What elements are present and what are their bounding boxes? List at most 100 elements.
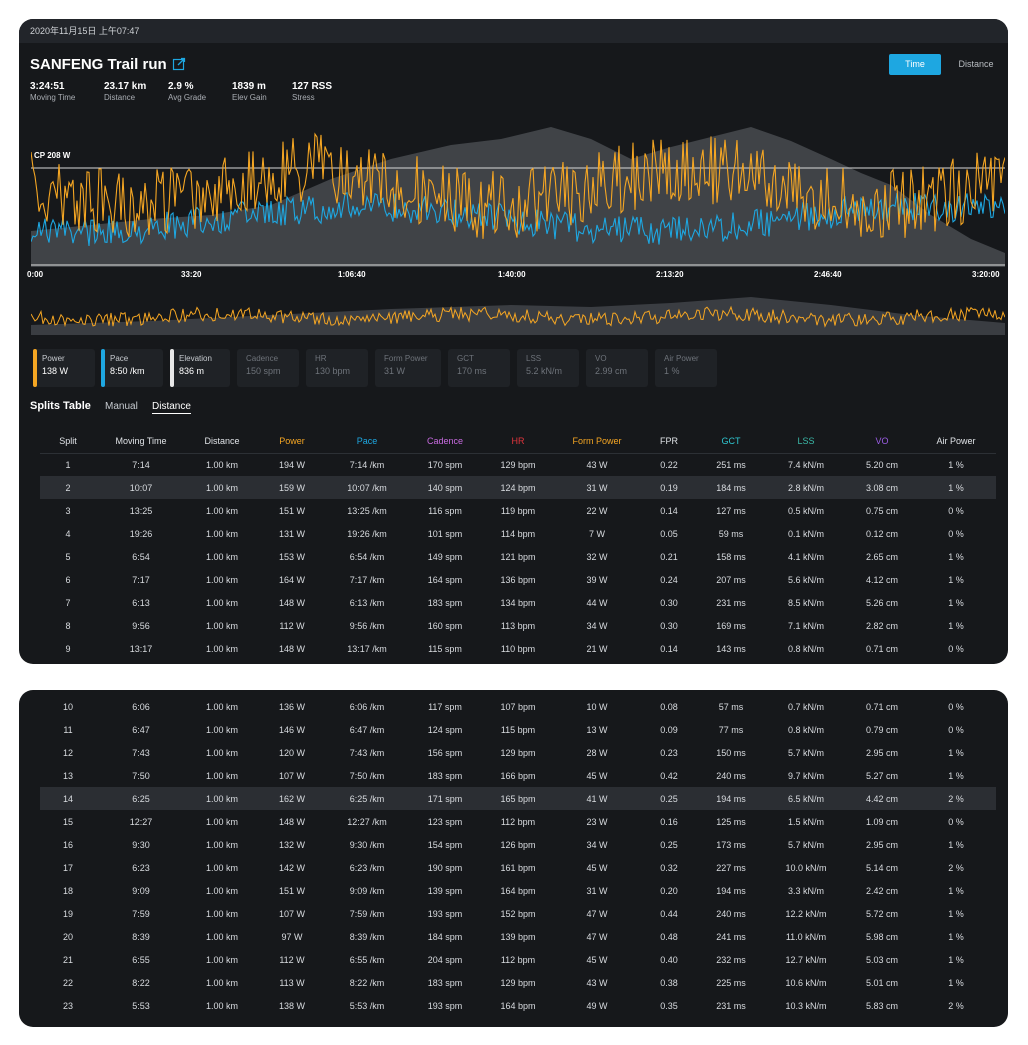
table-cell: 1.00 km	[205, 459, 238, 470]
table-cell: 1.09 cm	[865, 816, 898, 827]
table-row[interactable]: 9 13:17 1.00 km 148 W 13:17 /km 115 spm 110 bp…	[40, 637, 996, 660]
column-header-fpr[interactable]: FPR	[640, 429, 698, 454]
table-row[interactable]: 12 7:43 1.00 km 120 W 7:43 /km 156 spm 129 bpm…	[40, 741, 996, 764]
table-row[interactable]: 5 6:54 1.00 km 153 W 6:54 /km 149 spm 121 bpm 3…	[40, 545, 996, 568]
table-cell: 45 W	[586, 954, 608, 965]
table-cell: 2.8 kN/m	[764, 476, 848, 499]
table-cell: 19:26	[129, 528, 153, 539]
metric-card-form-power[interactable]: Form Power 31 W	[375, 349, 441, 387]
table-cell: 9:56	[132, 620, 150, 631]
activity-main-chart[interactable]	[31, 119, 1005, 267]
table-cell: 8:39 /km	[349, 931, 385, 942]
table-cell: 20	[62, 931, 73, 942]
table-cell: 0 %	[948, 724, 964, 735]
column-header-hr[interactable]: HR	[482, 429, 554, 454]
time-toggle-button[interactable]: Time	[889, 54, 941, 75]
table-cell: 1.00 km	[205, 747, 238, 758]
tab-manual[interactable]: Manual	[105, 401, 138, 412]
table-cell: 5.72 cm	[865, 908, 898, 919]
table-row[interactable]: 17 6:23 1.00 km 142 W 6:23 /km 190 spm 161 bpm…	[40, 856, 996, 879]
table-cell: 28 W	[586, 747, 608, 758]
table-row[interactable]: 4 19:26 1.00 km 131 W 19:26 /km 101 spm 114 bp…	[40, 522, 996, 545]
table-row[interactable]: 14 6:25 1.00 km 162 W 6:25 /km 171 spm 165 bpm…	[40, 787, 996, 810]
table-row[interactable]: 2 10:07 1.00 km 159 W 10:07 /km 140 spm 124 bp…	[40, 476, 996, 499]
column-header-distance[interactable]: Distance	[186, 429, 258, 454]
column-header-moving-time[interactable]: Moving Time	[96, 429, 186, 454]
column-header-lss[interactable]: LSS	[764, 429, 848, 454]
edit-icon[interactable]	[172, 57, 186, 71]
table-cell: 151 W	[278, 505, 305, 516]
table-cell: 0 %	[948, 528, 964, 539]
table-cell: 0.14	[660, 505, 678, 516]
table-row[interactable]: 1 7:14 1.00 km 194 W 7:14 /km 170 spm 129 bpm 4…	[40, 453, 996, 476]
activity-datetime: 2020年11月15日 上午07:47	[30, 26, 140, 36]
metric-card-lss[interactable]: LSS 5.2 kN/m	[517, 349, 579, 387]
table-cell: 19:26 /km	[347, 528, 387, 539]
table-row[interactable]: 16 9:30 1.00 km 132 W 9:30 /km 154 spm 126 bpm…	[40, 833, 996, 856]
table-cell: 12	[62, 747, 73, 758]
table-cell: 7:14 /km	[349, 459, 385, 470]
overview-mini-chart[interactable]	[31, 287, 1005, 335]
table-cell: 112 bpm	[500, 954, 536, 965]
table-row[interactable]: 22 8:22 1.00 km 113 W 8:22 /km 183 spm 129 bpm…	[40, 971, 996, 994]
table-cell: 16	[62, 839, 73, 850]
table-cell: 4.1 kN/m	[787, 551, 824, 562]
column-header-power[interactable]: Power	[258, 429, 326, 454]
table-cell: 150 ms	[716, 747, 746, 758]
column-header-vo[interactable]: VO	[848, 429, 916, 454]
table-cell: 1.00 km	[186, 787, 258, 810]
table-cell: 1 %	[948, 977, 964, 988]
table-row[interactable]: 6 7:17 1.00 km 164 W 7:17 /km 164 spm 136 bpm 3…	[40, 568, 996, 591]
column-header-air-power[interactable]: Air Power	[916, 429, 996, 454]
table-row[interactable]: 21 6:55 1.00 km 112 W 6:55 /km 204 spm 112 bpm…	[40, 948, 996, 971]
metric-card-vo[interactable]: VO 2.99 cm	[586, 349, 648, 387]
metric-card-air-power[interactable]: Air Power 1 %	[655, 349, 717, 387]
table-row[interactable]: 7 6:13 1.00 km 148 W 6:13 /km 183 spm 134 bpm 4…	[40, 591, 996, 614]
table-cell: 115 spm	[428, 643, 462, 654]
metric-card-hr[interactable]: HR 130 bpm	[306, 349, 368, 387]
table-cell: 156 spm	[427, 747, 463, 758]
table-cell: 5.03 cm	[865, 954, 898, 965]
table-cell: 0.19	[640, 476, 698, 499]
table-cell: 231 ms	[716, 1000, 746, 1011]
table-cell: 7.1 kN/m	[787, 620, 824, 631]
table-cell: 0.09	[660, 724, 678, 735]
tab-distance[interactable]: Distance	[152, 401, 191, 414]
table-cell: 101 spm	[427, 528, 463, 539]
table-cell: 0.25	[660, 839, 678, 850]
table-row[interactable]: 3 13:25 1.00 km 151 W 13:25 /km 116 spm 119 bp…	[40, 499, 996, 522]
table-cell: 13:25 /km	[347, 505, 387, 516]
metric-card-gct[interactable]: GCT 170 ms	[448, 349, 510, 387]
metric-card-pace[interactable]: Pace 8:50 /km	[101, 349, 163, 387]
table-row[interactable]: 15 12:27 1.00 km 148 W 12:27 /km 123 spm 112 b…	[40, 810, 996, 833]
table-cell: 107 W	[278, 770, 305, 781]
column-header-form-power[interactable]: Form Power	[554, 429, 640, 454]
column-header-gct[interactable]: GCT	[698, 429, 764, 454]
table-cell: 164 bpm	[500, 885, 536, 896]
table-row[interactable]: 19 7:59 1.00 km 107 W 7:59 /km 193 spm 152 bpm…	[40, 902, 996, 925]
table-row[interactable]: 20 8:39 1.00 km 97 W 8:39 /km 184 spm 139 bpm 4…	[40, 925, 996, 948]
metric-card-power[interactable]: Power 138 W	[33, 349, 95, 387]
column-header-pace[interactable]: Pace	[326, 429, 408, 454]
table-row[interactable]: 11 6:47 1.00 km 146 W 6:47 /km 124 spm 115 bpm…	[40, 718, 996, 741]
metric-card-cadence[interactable]: Cadence 150 spm	[237, 349, 299, 387]
table-cell: 127 ms	[716, 505, 746, 516]
table-cell: 165 bpm	[482, 787, 554, 810]
distance-toggle-button[interactable]: Distance	[958, 59, 994, 69]
column-header-cadence[interactable]: Cadence	[408, 429, 482, 454]
splits-table-continued: 10 6:06 1.00 km 136 W 6:06 /km 117 spm 107 bpm…	[40, 695, 996, 1017]
column-header-split[interactable]: Split	[40, 429, 96, 454]
table-row[interactable]: 13 7:50 1.00 km 107 W 7:50 /km 183 spm 166 bpm…	[40, 764, 996, 787]
table-cell: 0.05	[660, 528, 678, 539]
table-cell: 173 ms	[716, 839, 746, 850]
table-cell: 1.5 kN/m	[787, 816, 824, 827]
table-cell: 164 bpm	[500, 1000, 536, 1011]
table-cell: 6	[65, 574, 71, 585]
table-cell: 7:59	[132, 908, 150, 919]
metric-card-elevation[interactable]: Elevation 836 m	[170, 349, 230, 387]
table-row[interactable]: 23 5:53 1.00 km 138 W 5:53 /km 193 spm 164 bpm…	[40, 994, 996, 1017]
table-row[interactable]: 8 9:56 1.00 km 112 W 9:56 /km 160 spm 113 bpm 3…	[40, 614, 996, 637]
table-row[interactable]: 10 6:06 1.00 km 136 W 6:06 /km 117 spm 107 bpm…	[40, 695, 996, 718]
table-row[interactable]: 18 9:09 1.00 km 151 W 9:09 /km 139 spm 164 bpm…	[40, 879, 996, 902]
x-tick: 3:20:00	[972, 270, 1000, 279]
